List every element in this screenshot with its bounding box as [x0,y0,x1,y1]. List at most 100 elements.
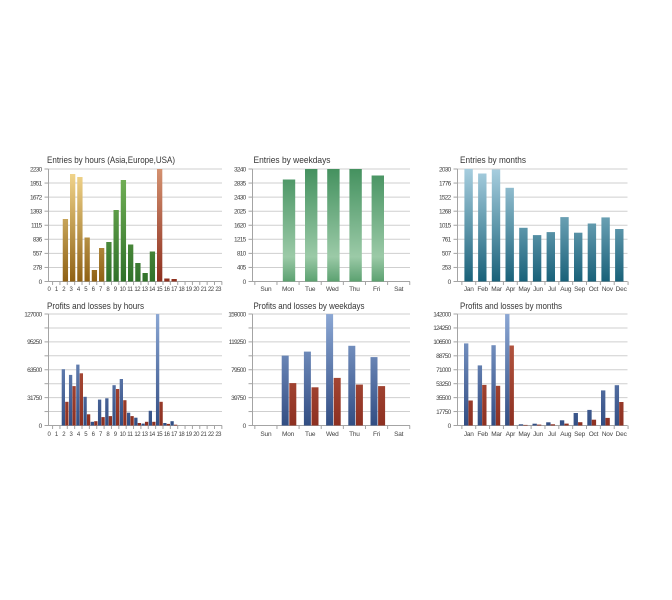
svg-text:16: 16 [164,287,171,293]
svg-text:35500: 35500 [436,395,451,402]
svg-text:Fri: Fri [373,286,380,293]
svg-text:Mon: Mon [282,286,295,293]
svg-text:2025: 2025 [234,208,247,215]
svg-text:Thu: Thu [349,286,360,293]
svg-text:Sep: Sep [574,431,586,438]
svg-text:1: 1 [55,287,59,293]
svg-text:15: 15 [156,287,163,293]
svg-text:31750: 31750 [27,395,42,402]
svg-text:13: 13 [142,287,149,293]
svg-text:Thu: Thu [349,431,360,438]
svg-text:17: 17 [171,432,178,438]
svg-text:11: 11 [127,287,133,293]
svg-text:Apr: Apr [506,431,517,438]
svg-text:1268: 1268 [439,208,452,215]
svg-text:88750: 88750 [436,353,451,360]
svg-text:Sat: Sat [394,431,404,438]
svg-text:810: 810 [237,251,247,258]
svg-text:1672: 1672 [30,194,43,201]
svg-text:Jan: Jan [464,431,474,438]
svg-text:10: 10 [120,287,127,293]
svg-text:557: 557 [33,251,43,258]
svg-text:20: 20 [193,432,200,438]
svg-text:2835: 2835 [234,180,247,187]
svg-text:21: 21 [201,287,208,293]
svg-text:8: 8 [106,287,110,293]
svg-text:0: 0 [47,287,51,293]
svg-text:Profits and losses by months: Profits and losses by months [460,301,562,312]
svg-text:142000: 142000 [433,311,451,318]
svg-text:4: 4 [77,432,81,438]
svg-text:3: 3 [70,432,74,438]
svg-text:19: 19 [186,287,193,293]
svg-text:Oct: Oct [589,431,599,438]
svg-text:8: 8 [106,432,110,438]
svg-text:9: 9 [114,287,118,293]
svg-text:13: 13 [142,432,149,438]
svg-text:5: 5 [84,432,88,438]
svg-text:17: 17 [171,287,178,293]
svg-text:Jun: Jun [533,286,543,293]
svg-text:95250: 95250 [27,339,42,346]
svg-text:53250: 53250 [436,381,451,388]
svg-text:124250: 124250 [433,325,451,332]
svg-text:Aug: Aug [560,286,572,293]
svg-text:Sat: Sat [394,286,404,293]
svg-text:Fri: Fri [373,431,380,438]
svg-text:1215: 1215 [234,237,247,244]
svg-text:1115: 1115 [31,223,43,230]
svg-text:May: May [518,286,531,293]
svg-text:16: 16 [164,432,171,438]
svg-text:Sep: Sep [574,286,586,293]
svg-text:Entries by months: Entries by months [460,155,526,166]
svg-text:Entries by hours (Asia,Europe,: Entries by hours (Asia,Europe,USA) [47,155,175,166]
svg-text:Oct: Oct [589,286,599,293]
svg-text:Profits and losses by hours: Profits and losses by hours [47,301,144,312]
svg-text:836: 836 [33,237,43,244]
svg-text:Nov: Nov [602,431,614,438]
svg-text:Wed: Wed [326,286,339,293]
svg-text:39750: 39750 [231,395,246,402]
svg-text:Wed: Wed [326,431,339,438]
svg-text:507: 507 [442,251,452,258]
svg-text:3240: 3240 [234,166,247,173]
svg-text:Tue: Tue [305,286,316,293]
svg-text:2230: 2230 [30,166,43,173]
svg-text:21: 21 [201,432,208,438]
svg-text:1: 1 [55,432,59,438]
svg-text:63500: 63500 [27,367,42,374]
svg-text:14: 14 [149,432,156,438]
svg-text:Mar: Mar [491,286,503,293]
svg-text:Entries by weekdays: Entries by weekdays [254,155,331,166]
svg-text:15: 15 [156,432,163,438]
svg-text:405: 405 [237,265,247,272]
svg-text:253: 253 [442,265,452,272]
svg-text:10: 10 [120,432,127,438]
svg-text:Mar: Mar [491,431,503,438]
svg-text:1776: 1776 [439,180,452,187]
svg-text:2: 2 [62,432,66,438]
svg-text:14: 14 [149,287,156,293]
svg-text:Jan: Jan [464,286,474,293]
svg-text:Feb: Feb [477,286,488,293]
svg-text:22: 22 [208,287,215,293]
svg-text:23: 23 [215,287,222,293]
svg-text:23: 23 [215,432,222,438]
svg-text:6: 6 [92,287,96,293]
svg-text:2430: 2430 [234,194,247,201]
svg-text:0: 0 [39,423,43,430]
svg-text:17750: 17750 [436,409,451,416]
svg-text:18: 18 [179,432,186,438]
svg-text:4: 4 [77,287,81,293]
svg-text:9: 9 [114,432,118,438]
svg-text:Dec: Dec [616,286,628,293]
svg-text:Feb: Feb [477,431,488,438]
svg-text:127000: 127000 [24,311,42,318]
svg-text:May: May [518,431,531,438]
svg-text:20: 20 [193,287,200,293]
svg-text:12: 12 [134,432,141,438]
svg-text:22: 22 [208,432,215,438]
svg-text:1522: 1522 [439,194,452,201]
svg-text:3: 3 [70,287,74,293]
svg-text:0: 0 [448,423,452,430]
